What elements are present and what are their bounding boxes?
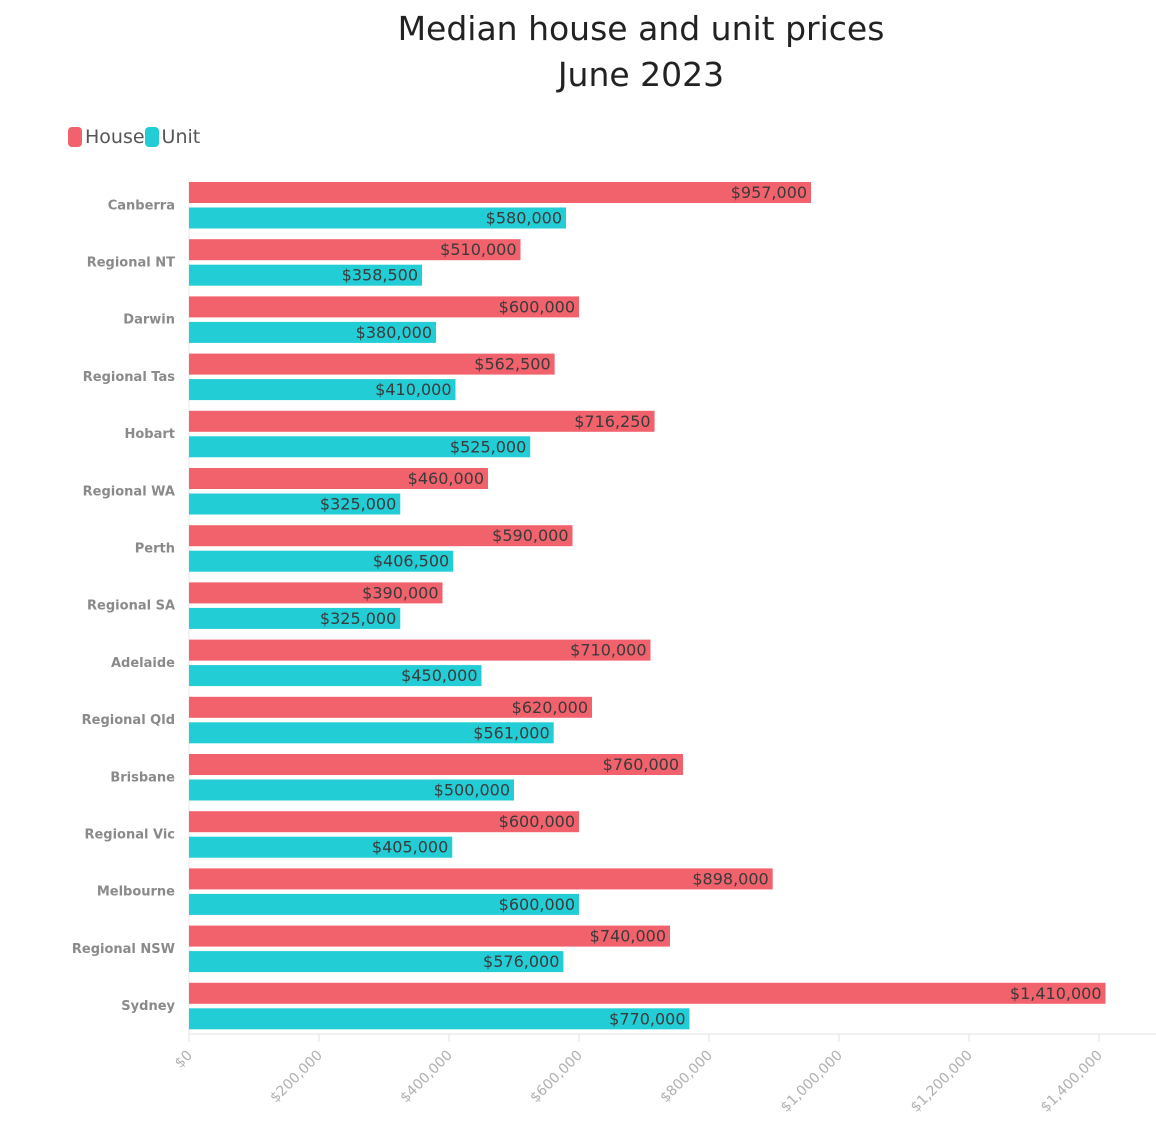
data-label-house-melbourne: $898,000 [692, 869, 768, 888]
bar-house-hobart[interactable] [189, 410, 655, 432]
category-label-canberra: Canberra [108, 198, 175, 213]
bar-house-sydney[interactable] [189, 982, 1106, 1004]
bar-unit-regional-wa[interactable] [189, 493, 401, 515]
x-tick-label: $1,200,000 [908, 1048, 976, 1116]
category-label-hobart: Hobart [124, 427, 175, 442]
data-label-unit-sydney: $770,000 [609, 1009, 685, 1028]
x-tick-label: $0 [172, 1048, 196, 1072]
data-label-house-regional-nsw: $740,000 [590, 927, 666, 946]
x-tick-label: $200,000 [267, 1048, 326, 1107]
data-label-unit-canberra: $580,000 [486, 209, 562, 228]
bar-unit-regional-nt[interactable] [189, 264, 423, 286]
data-label-unit-regional-nt: $358,500 [342, 266, 418, 285]
x-tick-label: $800,000 [657, 1048, 716, 1107]
data-label-house-regional-qld: $620,000 [512, 698, 588, 717]
data-label-house-darwin: $600,000 [499, 297, 575, 316]
data-label-house-brisbane: $760,000 [603, 755, 679, 774]
x-tick-label: $400,000 [397, 1048, 456, 1107]
category-label-sydney: Sydney [121, 999, 175, 1014]
category-label-brisbane: Brisbane [110, 770, 175, 785]
data-label-unit-darwin: $380,000 [356, 323, 432, 342]
bar-house-regional-tas[interactable] [189, 353, 555, 375]
bar-house-regional-sa[interactable] [189, 582, 443, 604]
bar-unit-perth[interactable] [189, 550, 454, 572]
category-label-melbourne: Melbourne [97, 885, 175, 900]
chart-legend: House Unit [68, 126, 200, 148]
category-label-regional-nsw: Regional NSW [72, 942, 175, 957]
data-label-unit-regional-qld: $561,000 [473, 723, 549, 742]
data-label-unit-regional-tas: $410,000 [375, 380, 451, 399]
legend-label-unit: Unit [161, 126, 201, 148]
data-label-house-regional-wa: $460,000 [408, 469, 484, 488]
bar-house-regional-wa[interactable] [189, 468, 488, 489]
bar-unit-melbourne[interactable] [189, 893, 579, 915]
data-label-house-perth: $590,000 [492, 526, 568, 545]
category-label-darwin: Darwin [123, 313, 175, 328]
bar-unit-hobart[interactable] [189, 436, 531, 458]
legend-swatch-unit [144, 127, 159, 147]
data-label-house-canberra: $957,000 [731, 183, 807, 202]
legend-label-house: House [85, 126, 145, 148]
bar-unit-canberra[interactable] [189, 207, 566, 229]
data-label-unit-brisbane: $500,000 [434, 781, 510, 800]
bar-unit-sydney[interactable] [189, 1008, 690, 1030]
bar-house-regional-qld[interactable] [189, 696, 592, 718]
bar-house-perth[interactable] [189, 525, 573, 547]
x-tick-label: $1,000,000 [778, 1048, 846, 1116]
category-label-regional-nt: Regional NT [87, 255, 175, 270]
chart-title-block: Median house and unit prices June 2023 [0, 6, 1156, 98]
data-label-house-regional-nt: $510,000 [440, 240, 516, 259]
bar-house-canberra[interactable] [189, 182, 812, 203]
data-label-unit-perth: $406,500 [373, 552, 449, 571]
bar-house-regional-vic[interactable] [189, 811, 579, 833]
category-label-regional-sa: Regional SA [87, 599, 175, 614]
category-label-regional-qld: Regional Qld [82, 713, 175, 728]
bar-house-brisbane[interactable] [189, 754, 683, 775]
bar-house-darwin[interactable] [189, 296, 579, 318]
data-label-house-adelaide: $710,000 [570, 641, 646, 660]
data-label-unit-hobart: $525,000 [450, 437, 526, 456]
data-label-unit-regional-nsw: $576,000 [483, 952, 559, 971]
bar-house-regional-nt[interactable] [189, 239, 521, 261]
data-label-unit-regional-wa: $325,000 [320, 495, 396, 514]
bar-unit-regional-qld[interactable] [189, 722, 554, 744]
data-label-unit-regional-sa: $325,000 [320, 609, 396, 628]
bar-house-adelaide[interactable] [189, 639, 651, 661]
bar-unit-brisbane[interactable] [189, 779, 514, 801]
data-label-house-regional-sa: $390,000 [362, 583, 438, 602]
bar-house-regional-nsw[interactable] [189, 925, 670, 947]
data-label-house-sydney: $1,410,000 [1010, 984, 1102, 1003]
chart-subtitle: June 2023 [557, 55, 725, 94]
bar-house-melbourne[interactable] [189, 868, 773, 890]
x-tick-label: $600,000 [527, 1048, 586, 1107]
category-label-regional-tas: Regional Tas [83, 370, 175, 385]
bar-unit-darwin[interactable] [189, 321, 436, 343]
x-tick-label: $1,400,000 [1038, 1048, 1106, 1116]
legend-item-house[interactable]: House [68, 126, 145, 148]
bar-unit-regional-nsw[interactable] [189, 951, 564, 973]
data-label-unit-adelaide: $450,000 [401, 666, 477, 685]
category-label-regional-wa: Regional WA [83, 484, 175, 499]
data-label-unit-melbourne: $600,000 [499, 895, 575, 914]
legend-swatch-house [68, 127, 82, 147]
category-label-perth: Perth [135, 541, 175, 556]
data-label-house-regional-vic: $600,000 [499, 812, 575, 831]
bar-unit-regional-sa[interactable] [189, 607, 401, 629]
category-label-adelaide: Adelaide [111, 656, 175, 671]
bar-unit-regional-vic[interactable] [189, 836, 453, 858]
bar-unit-regional-tas[interactable] [189, 379, 456, 401]
chart-title: Median house and unit prices [397, 9, 885, 48]
data-label-unit-regional-vic: $405,000 [372, 838, 448, 857]
legend-item-unit[interactable]: Unit [144, 126, 201, 148]
bar-unit-adelaide[interactable] [189, 665, 482, 687]
data-label-house-regional-tas: $562,500 [474, 355, 550, 374]
category-label-regional-vic: Regional Vic [84, 827, 175, 842]
data-label-house-hobart: $716,250 [574, 412, 650, 431]
